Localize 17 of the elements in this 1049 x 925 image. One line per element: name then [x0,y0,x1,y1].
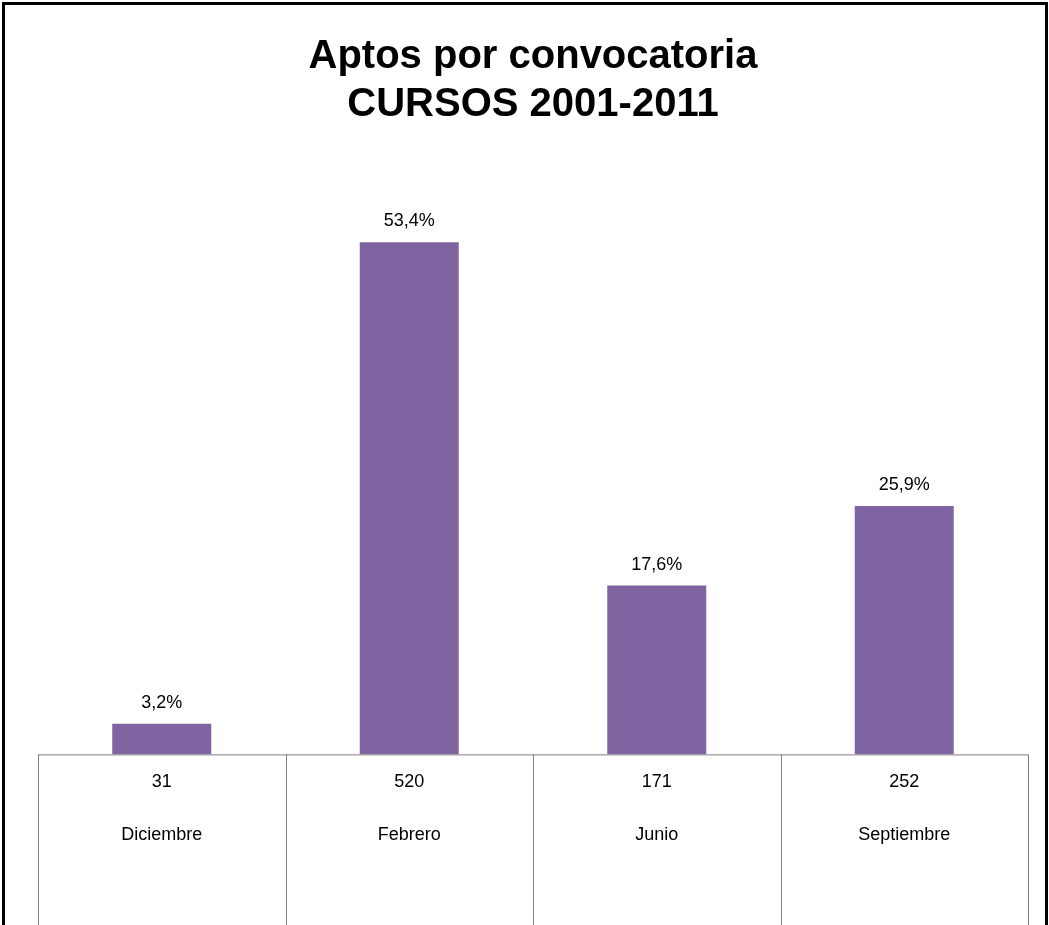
text: 520 [394,770,425,791]
chart-title: Aptos por convocatoria CURSOS 2001-2011 [308,32,759,125]
x-tick-label: Junio [635,824,679,845]
data-label: 25,9% [878,473,930,494]
x-tick-label: Diciembre [121,824,203,845]
bar [607,585,707,755]
x-tick-label: Febrero [377,824,441,845]
text: 171 [641,770,672,791]
data-label: 3,2% [141,691,183,712]
x-tick-label: Septiembre [858,824,951,845]
data-label: 17,6% [631,553,683,574]
bar [359,242,459,755]
text: 252 [889,770,920,791]
bar [854,506,954,755]
text: 31 [151,770,172,791]
bar [112,723,212,755]
data-label: 53,4% [383,210,435,231]
